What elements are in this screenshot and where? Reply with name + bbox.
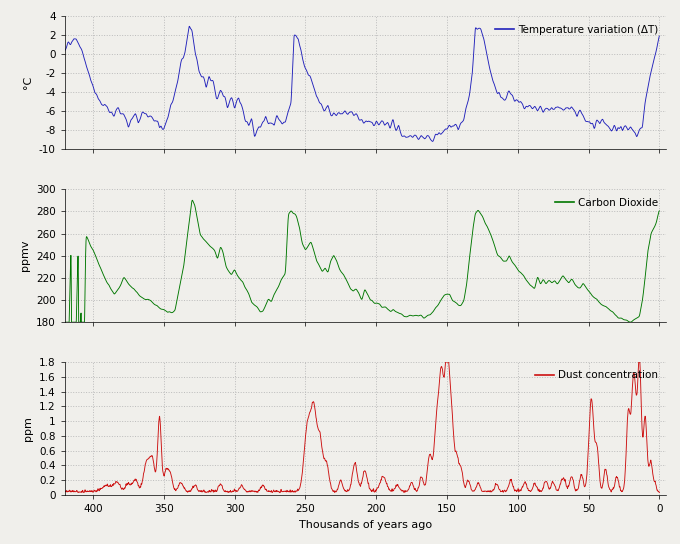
Legend: Carbon Dioxide: Carbon Dioxide: [552, 194, 661, 211]
Y-axis label: °C: °C: [23, 76, 33, 89]
X-axis label: Thousands of years ago: Thousands of years ago: [299, 520, 432, 530]
Legend: Dust concentration: Dust concentration: [532, 367, 661, 384]
Legend: Temperature variation (ΔT): Temperature variation (ΔT): [492, 22, 661, 38]
Y-axis label: ppmv: ppmv: [20, 240, 31, 271]
Y-axis label: ppm: ppm: [23, 416, 33, 441]
